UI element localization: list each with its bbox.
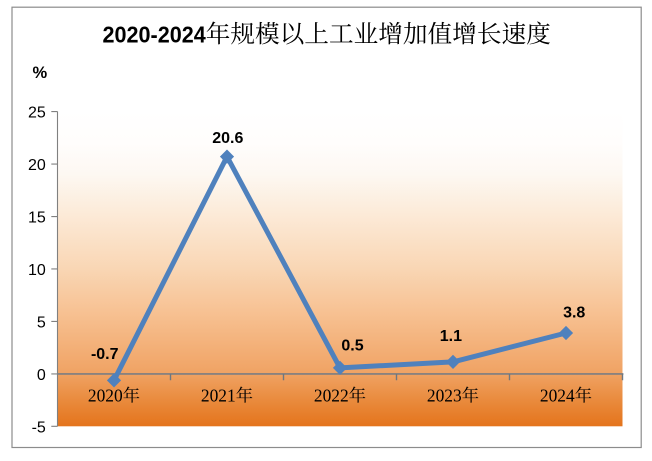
svg-text:2020-2024: 2020-2024 bbox=[103, 22, 206, 48]
svg-text:2023: 2023 bbox=[427, 385, 462, 405]
svg-text:15: 15 bbox=[28, 209, 46, 226]
svg-text:1.1: 1.1 bbox=[440, 328, 462, 345]
svg-text:10: 10 bbox=[28, 262, 46, 279]
svg-text:20.6: 20.6 bbox=[212, 130, 243, 147]
svg-text:2024: 2024 bbox=[540, 385, 575, 405]
svg-text:2022: 2022 bbox=[314, 385, 349, 405]
svg-text:-5: -5 bbox=[32, 419, 46, 436]
svg-text:-0.7: -0.7 bbox=[91, 346, 119, 363]
svg-text:2020: 2020 bbox=[88, 385, 123, 405]
svg-text:5: 5 bbox=[37, 314, 46, 331]
svg-text:20: 20 bbox=[28, 157, 46, 174]
svg-text:2021: 2021 bbox=[201, 385, 236, 405]
svg-text:0.5: 0.5 bbox=[341, 337, 363, 354]
svg-text:%: % bbox=[33, 64, 48, 82]
svg-text:25: 25 bbox=[28, 105, 46, 122]
svg-text:3.8: 3.8 bbox=[563, 305, 585, 322]
svg-text:0: 0 bbox=[37, 367, 46, 384]
